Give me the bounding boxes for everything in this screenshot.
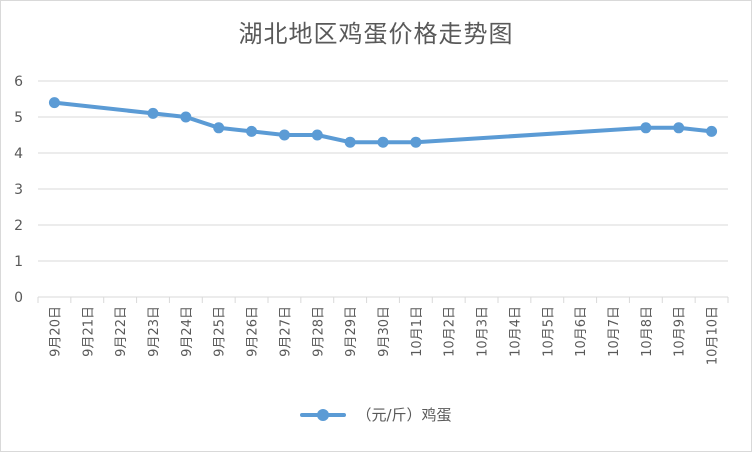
data-point-11 — [673, 122, 685, 134]
data-point-4 — [246, 125, 258, 137]
legend-line-marker-icon — [300, 408, 347, 422]
legend: （元/斤）鸡蛋 — [0, 404, 752, 425]
y-tick-label: 3 — [14, 182, 23, 198]
data-point-6 — [311, 129, 323, 141]
x-tick-label: 9月29日 — [344, 306, 359, 357]
data-point-7 — [344, 136, 356, 148]
x-tick-label: 10月9日 — [673, 306, 688, 357]
x-tick-label: 9月30日 — [377, 306, 392, 357]
x-tick-label: 9月28日 — [311, 306, 326, 357]
y-tick-label: 6 — [14, 74, 23, 90]
x-tick-label: 10月3日 — [476, 306, 491, 357]
legend-label: （元/斤）鸡蛋 — [356, 406, 452, 424]
x-tick-label: 10月7日 — [607, 306, 622, 357]
x-tick-label: 10月6日 — [574, 306, 589, 357]
y-tick-label: 5 — [14, 110, 23, 126]
x-tick-label: 9月27日 — [278, 306, 293, 357]
data-point-9 — [410, 136, 422, 148]
x-tick-label: 10月10日 — [706, 306, 721, 365]
y-tick-label: 0 — [14, 290, 23, 306]
data-point-3 — [213, 122, 225, 134]
x-tick-label: 9月22日 — [114, 306, 129, 357]
data-point-8 — [377, 136, 389, 148]
data-point-0 — [48, 97, 60, 109]
data-point-12 — [706, 125, 718, 137]
data-point-1 — [147, 107, 159, 119]
data-point-5 — [278, 129, 290, 141]
x-tick-label: 9月21日 — [81, 306, 96, 357]
data-point-10 — [640, 122, 652, 134]
x-tick-label: 10月5日 — [541, 306, 556, 357]
y-tick-label: 1 — [14, 254, 23, 270]
chart-title: 湖北地区鸡蛋价格走势图 — [238, 20, 514, 48]
x-tick-label: 9月26日 — [246, 306, 261, 357]
x-tick-label: 9月25日 — [213, 306, 228, 357]
data-point-2 — [180, 111, 192, 123]
x-tick-label: 10月8日 — [640, 306, 655, 357]
x-tick-label: 10月1日 — [410, 306, 425, 357]
y-tick-label: 4 — [14, 146, 23, 162]
x-tick-label: 10月4日 — [508, 306, 523, 357]
y-tick-label: 2 — [14, 218, 23, 234]
x-tick-label: 9月24日 — [180, 306, 195, 357]
x-tick-label: 9月23日 — [147, 306, 162, 357]
x-tick-label: 10月2日 — [443, 306, 458, 357]
x-tick-label: 9月20日 — [48, 306, 63, 357]
